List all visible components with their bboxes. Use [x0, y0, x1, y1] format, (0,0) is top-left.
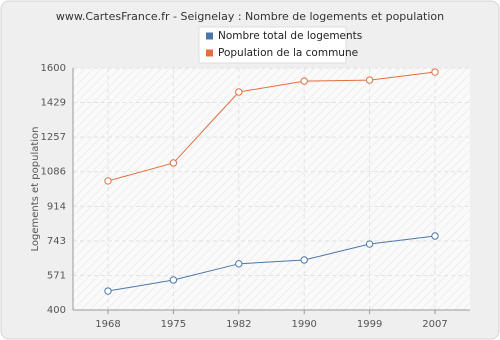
chart-title: www.CartesFrance.fr - Seignelay : Nombre… — [56, 10, 444, 23]
data-point — [169, 159, 178, 167]
x-tick-label: 2007 — [422, 319, 447, 330]
series-line — [107, 235, 436, 292]
y-tick-label: 1086 — [41, 167, 66, 178]
data-point — [300, 256, 308, 264]
data-point — [431, 232, 439, 240]
plot-area — [73, 68, 470, 310]
y-tick-label: 1600 — [41, 63, 66, 74]
data-point — [104, 287, 112, 295]
y-tick-label: 743 — [47, 236, 66, 247]
legend-label: Nombre total de logements — [218, 30, 362, 42]
data-point — [300, 77, 308, 85]
legend-swatch — [206, 32, 213, 40]
x-tick-label: 1975 — [161, 319, 186, 330]
y-tick-label: 400 — [47, 305, 66, 316]
data-point — [365, 240, 374, 248]
y-tick-label: 914 — [47, 201, 66, 212]
data-point — [235, 88, 243, 96]
data-point — [235, 260, 243, 268]
x-tick-label: 1990 — [291, 319, 316, 330]
data-point — [169, 276, 178, 284]
y-tick-label: 1257 — [41, 132, 66, 143]
x-tick-label: 1982 — [226, 319, 251, 330]
legend-box — [198, 26, 347, 64]
data-point — [431, 68, 439, 76]
x-tick-label: 1999 — [357, 319, 382, 330]
y-tick-label: 1429 — [41, 97, 66, 108]
data-point — [365, 76, 374, 84]
series-line — [107, 71, 436, 182]
y-axis-label: Logements et population — [30, 126, 41, 251]
y-tick-label: 571 — [47, 271, 66, 282]
data-point — [104, 177, 112, 185]
legend-label: Population de la commune — [218, 47, 358, 59]
legend-swatch — [206, 49, 213, 57]
x-tick-label: 1968 — [95, 319, 120, 330]
